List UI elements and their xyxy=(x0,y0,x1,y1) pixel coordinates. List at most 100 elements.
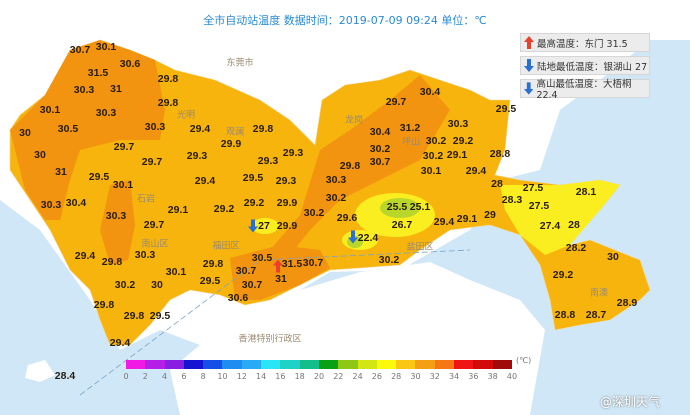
station-temperature: 25.5 xyxy=(386,201,408,213)
station-temperature: 31.5 xyxy=(281,258,303,270)
station-temperature: 28.4 xyxy=(54,370,76,382)
station-temperature: 29.2 xyxy=(452,135,474,147)
place-label: 东莞市 xyxy=(226,58,254,69)
station-temperature: 30.2 xyxy=(422,150,444,162)
station-temperature: 30.1 xyxy=(112,179,134,191)
colorbar-tick: 22 xyxy=(333,372,344,381)
colorbar-tick: 32 xyxy=(429,372,440,381)
station-temperature: 29.2 xyxy=(213,203,235,215)
cool-zone-dapeng xyxy=(500,180,620,255)
colorbar-swatch xyxy=(318,360,339,369)
station-temperature: 29.9 xyxy=(220,138,242,150)
place-label: 福田区 xyxy=(212,241,240,252)
station-temperature: 30.5 xyxy=(57,123,79,135)
station-temperature: 30.1 xyxy=(165,266,187,278)
station-temperature: 30.2 xyxy=(369,143,391,155)
colorbar-tick: 26 xyxy=(371,372,382,381)
colorbar-tick: 10 xyxy=(217,372,228,381)
station-temperature: 28.7 xyxy=(585,309,607,321)
legend-mountain-min-label: 高山最低温度：大梧桐 22.4 xyxy=(536,79,632,101)
colorbar-tick: 36 xyxy=(468,372,479,381)
station-temperature: 29.3 xyxy=(186,150,208,162)
colorbar-tick: 8 xyxy=(200,372,206,381)
colorbar-swatch xyxy=(473,360,493,369)
place-label: 光明 xyxy=(176,110,196,121)
station-temperature: 29.1 xyxy=(446,149,468,161)
legend-land-min-label: 陆地最低温度：银湖山 27 xyxy=(537,61,648,73)
station-temperature: 30.3 xyxy=(73,84,95,96)
colorbar-tick: 18 xyxy=(294,372,305,381)
station-temperature: 29.3 xyxy=(275,175,297,187)
hot-zone-west xyxy=(10,40,165,220)
colorbar-swatch xyxy=(183,360,204,369)
place-label: 龙岗 xyxy=(344,115,364,126)
station-temperature: 29.5 xyxy=(242,172,264,184)
station-temperature: 30.4 xyxy=(419,86,441,98)
colorbar-swatch xyxy=(338,360,358,369)
land-island xyxy=(25,360,55,382)
station-temperature: 29.5 xyxy=(199,275,221,287)
legend-max-temp: 最高温度：东门 31.5 xyxy=(520,33,650,52)
station-temperature: 29.1 xyxy=(167,204,189,216)
station-temperature: 22.4 xyxy=(357,232,379,244)
extremes-legend: 最高温度：东门 31.5 陆地最低温度：银湖山 27 高山最低温度：大梧桐 22… xyxy=(520,33,650,102)
station-temperature: 30.7 xyxy=(241,279,263,291)
station-temperature: 27.5 xyxy=(528,200,550,212)
station-temperature: 28.8 xyxy=(554,309,576,321)
place-label: 观澜 xyxy=(225,127,245,138)
colorbar-swatch xyxy=(241,360,262,369)
station-temperature: 30.3 xyxy=(144,121,166,133)
station-temperature: 29.5 xyxy=(88,171,110,183)
colorbar-unit: (℃) xyxy=(516,356,532,365)
station-temperature: 30.1 xyxy=(95,41,117,53)
station-temperature: 29 xyxy=(484,209,496,221)
station-temperature: 29.7 xyxy=(385,96,407,108)
station-temperature: 30.6 xyxy=(119,58,141,70)
colorbar-swatch xyxy=(126,360,146,369)
station-temperature: 29.4 xyxy=(194,175,216,187)
station-temperature: 29.2 xyxy=(243,197,265,209)
station-temperature: 29.8 xyxy=(157,73,179,85)
down-arrow-icon xyxy=(524,59,534,72)
station-temperature: 30.3 xyxy=(447,118,469,130)
station-temperature: 29.7 xyxy=(143,219,165,231)
station-temperature: 29.4 xyxy=(189,123,211,135)
station-temperature: 31 xyxy=(275,273,287,285)
station-temperature: 28.3 xyxy=(501,194,523,206)
station-temperature: 30.3 xyxy=(40,199,62,211)
station-temperature: 28.9 xyxy=(616,297,638,309)
colorbar-swatch xyxy=(492,360,512,369)
max-temp-marker-icon xyxy=(273,259,283,273)
place-label: 南澳 xyxy=(589,288,609,299)
station-temperature: 31.2 xyxy=(399,122,421,134)
station-temperature: 25.1 xyxy=(409,201,431,213)
station-temperature: 28 xyxy=(568,219,580,231)
station-temperature: 30.7 xyxy=(69,44,91,56)
station-temperature: 29.4 xyxy=(433,216,455,228)
colorbar-tick: 34 xyxy=(449,372,460,381)
legend-land-min-temp: 陆地最低温度：银湖山 27 xyxy=(520,56,650,75)
station-temperature: 30.2 xyxy=(425,135,447,147)
colorbar-tick: 20 xyxy=(313,372,325,381)
station-temperature: 30 xyxy=(34,149,46,161)
place-label: 南山区 xyxy=(141,239,169,250)
station-temperature: 27 xyxy=(258,220,270,232)
station-temperature: 29.5 xyxy=(149,310,171,322)
station-temperature: 29.7 xyxy=(113,141,135,153)
colorbar-swatch xyxy=(376,360,397,369)
station-temperature: 29.1 xyxy=(456,213,478,225)
colorbar-swatch xyxy=(396,360,416,369)
place-label: 坪山 xyxy=(401,137,421,148)
station-temperature: 29.6 xyxy=(336,212,358,224)
watermark: @深圳天气 xyxy=(600,395,661,409)
station-temperature: 29.8 xyxy=(202,258,224,270)
colorbar-swatch xyxy=(261,360,281,369)
place-label: 香港特别行政区 xyxy=(238,334,302,345)
station-temperature: 29.4 xyxy=(465,165,487,177)
colorbar-tick: 12 xyxy=(236,372,247,381)
colorbar-swatch xyxy=(357,360,377,369)
station-temperature: 30.2 xyxy=(325,192,347,204)
station-temperature: 28 xyxy=(491,178,503,190)
cool-zone-yinhushan xyxy=(251,218,279,234)
land-min-temp-marker-icon xyxy=(248,219,258,233)
